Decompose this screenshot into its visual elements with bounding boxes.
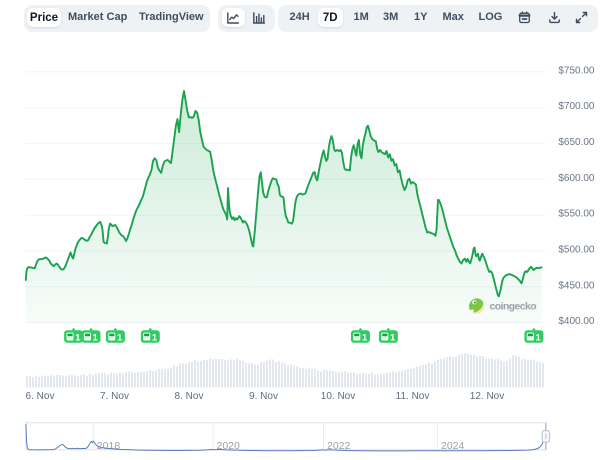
svg-text:2024: 2024 [441,440,465,452]
svg-text:1: 1 [93,332,99,343]
svg-text:$600.00: $600.00 [558,173,595,184]
svg-text:1: 1 [152,332,158,343]
svg-text:8. Nov: 8. Nov [175,391,204,402]
svg-text:coingecko: coingecko [490,301,537,313]
svg-text:12. Nov: 12. Nov [470,391,504,402]
svg-text:1: 1 [390,332,396,343]
svg-text:1: 1 [535,332,541,343]
svg-text:10. Nov: 10. Nov [321,391,355,402]
svg-text:$650.00: $650.00 [558,137,595,148]
svg-text:$500.00: $500.00 [558,245,595,256]
svg-text:$700.00: $700.00 [558,101,595,112]
svg-text:$550.00: $550.00 [558,209,595,220]
svg-text:11. Nov: 11. Nov [396,391,430,402]
svg-text:2018: 2018 [97,440,121,452]
svg-text:$400.00: $400.00 [558,316,595,327]
svg-text:9. Nov: 9. Nov [249,391,278,402]
svg-text:7. Nov: 7. Nov [100,391,129,402]
svg-text:$450.00: $450.00 [558,280,595,291]
svg-text:1: 1 [362,332,368,343]
svg-text:2020: 2020 [217,440,241,452]
svg-text:1: 1 [117,332,123,343]
svg-text:2022: 2022 [327,440,351,452]
svg-text:1: 1 [75,332,81,343]
svg-text:6. Nov: 6. Nov [26,391,55,402]
svg-text:$750.00: $750.00 [558,65,595,76]
